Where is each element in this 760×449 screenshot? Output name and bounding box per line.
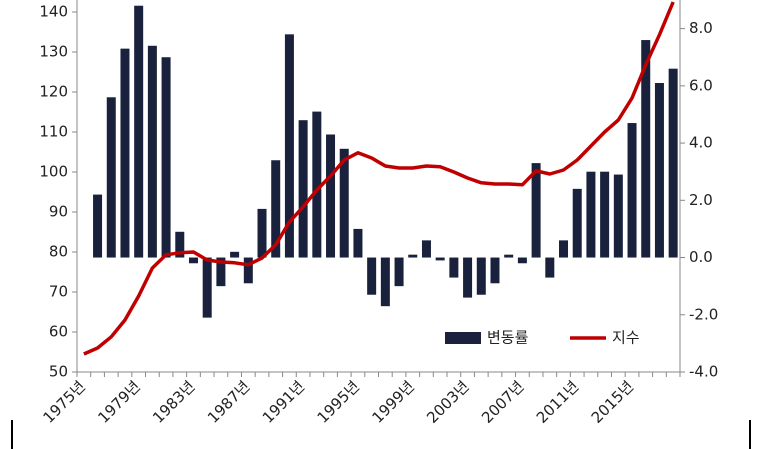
line <box>83 1 675 356</box>
bar <box>517 257 527 264</box>
y-tick-label: 120 <box>39 83 68 101</box>
x-tick-label: 1979년 <box>94 377 143 426</box>
bar <box>106 97 116 258</box>
x-tick-label: 1987년 <box>204 377 253 426</box>
bar <box>326 134 336 258</box>
bar <box>298 120 308 258</box>
bar <box>367 257 377 295</box>
bar <box>545 257 555 278</box>
y-tick-label: 60 <box>49 323 68 341</box>
legend-swatch <box>445 332 481 344</box>
bar <box>120 48 130 258</box>
y2-tick-label: 8.0 <box>689 19 713 37</box>
bar <box>613 174 623 258</box>
bar <box>449 257 459 278</box>
y-tick-label: 110 <box>39 123 68 141</box>
bar <box>572 188 582 258</box>
y-tick-label: 90 <box>49 203 68 221</box>
y2-tick-label: 0.0 <box>689 248 713 266</box>
bar <box>175 231 185 258</box>
x-tick-label: 2007년 <box>478 377 527 426</box>
bar <box>271 160 281 258</box>
x-tick-label: 1975년 <box>40 377 89 426</box>
x-tick-label: 2011년 <box>533 377 582 426</box>
bar <box>161 57 171 258</box>
bar <box>353 228 363 258</box>
x-tick-label: 1995년 <box>314 377 363 426</box>
bar <box>284 34 294 258</box>
bar <box>600 171 610 258</box>
bar <box>147 45 157 258</box>
bar <box>654 82 664 258</box>
y-tick-label: 50 <box>49 363 68 381</box>
bar <box>339 148 349 258</box>
y2-tick-label: -2.0 <box>689 305 718 323</box>
bar <box>93 194 103 258</box>
y2-tick-label: 6.0 <box>689 76 713 94</box>
legend-label: 변동률 <box>487 329 529 347</box>
x-tick-label: 1983년 <box>149 377 198 426</box>
bar <box>312 111 322 258</box>
y2-tick-label: -4.0 <box>689 363 718 381</box>
bar <box>380 257 390 307</box>
bar <box>641 40 651 258</box>
y-tick-label: 80 <box>49 243 68 261</box>
y2-tick-label: 2.0 <box>689 191 713 209</box>
bar <box>504 254 514 258</box>
bar <box>408 254 418 258</box>
bar <box>463 257 473 298</box>
bar <box>202 257 212 318</box>
y-tick-label: 140 <box>39 3 68 21</box>
x-tick-label: 2015년 <box>588 377 637 426</box>
y-tick-label: 130 <box>39 43 68 61</box>
bar <box>668 68 678 258</box>
bar <box>435 257 445 261</box>
y-tick-label: 100 <box>39 163 68 181</box>
bar <box>586 171 596 258</box>
x-tick-label: 1999년 <box>368 377 417 426</box>
bar <box>421 240 431 258</box>
bar <box>394 257 404 287</box>
bar <box>257 208 267 258</box>
y-tick-label: 70 <box>49 283 68 301</box>
bar <box>559 240 569 258</box>
bar <box>243 257 253 284</box>
bar <box>188 257 198 264</box>
bar <box>531 163 541 258</box>
legend-label: 지수 <box>612 329 640 347</box>
bar <box>230 251 240 258</box>
x-tick-label: 2003년 <box>423 377 472 426</box>
bar <box>627 123 637 258</box>
y2-tick-label: 4.0 <box>689 134 713 152</box>
bar <box>134 5 144 258</box>
bar <box>476 257 486 295</box>
bar <box>490 257 500 284</box>
bar <box>216 257 226 287</box>
x-tick-label: 1991년 <box>259 377 308 426</box>
